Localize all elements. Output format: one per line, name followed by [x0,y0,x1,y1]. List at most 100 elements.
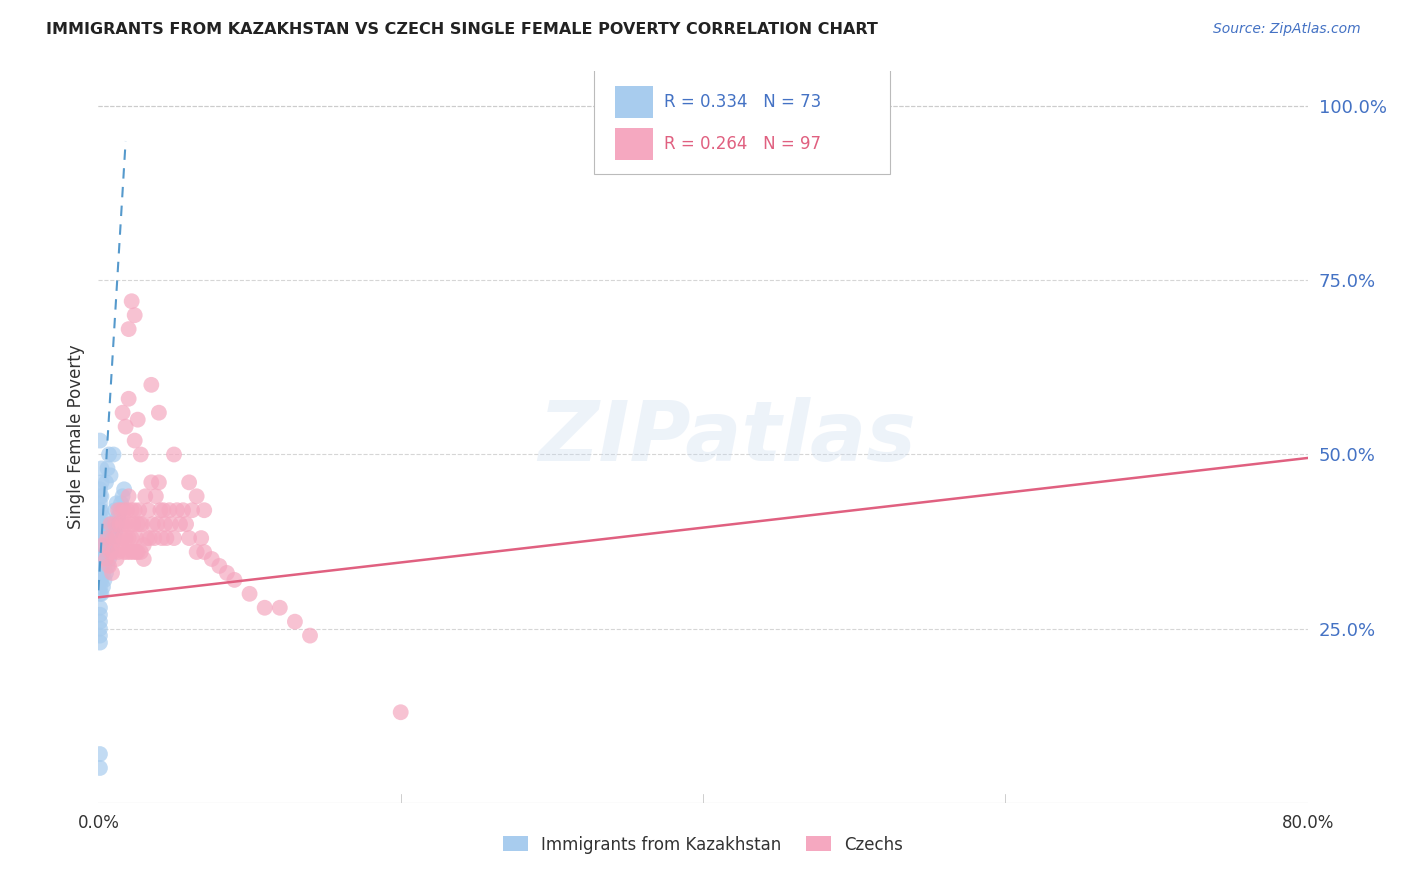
Point [148,475,170,490]
Point [91,566,114,580]
Point [101,524,124,538]
Point [186,545,208,559]
Point [93,558,115,573]
Point [149,503,172,517]
Point [89,566,111,580]
Point [224,573,246,587]
Point [215,566,238,580]
Point [148,406,170,420]
Point [139,531,162,545]
Point [94,552,117,566]
Point [89,496,111,510]
Point [105,531,128,545]
Point [98,538,121,552]
Point [118,531,141,545]
FancyBboxPatch shape [595,68,890,174]
Point [89,622,111,636]
Point [153,517,176,532]
Point [101,538,124,552]
Point [121,294,143,309]
Point [90,587,112,601]
Y-axis label: Single Female Poverty: Single Female Poverty [66,345,84,529]
Point [142,517,165,532]
Point [100,517,122,532]
Point [104,503,127,517]
Point [105,517,128,532]
Point [94,566,117,580]
Point [89,747,111,761]
Point [90,531,112,545]
Point [181,503,204,517]
Point [114,419,136,434]
Point [89,545,111,559]
Point [112,545,135,559]
Point [89,573,111,587]
Point [100,545,122,559]
Point [124,503,146,517]
Point [146,517,169,532]
Text: R = 0.264   N = 97: R = 0.264 N = 97 [664,135,821,153]
Point [89,552,111,566]
Point [111,489,134,503]
Point [124,308,146,322]
Point [90,545,112,559]
Point [179,531,201,545]
Point [129,448,152,462]
Point [89,629,111,643]
Point [100,545,122,559]
Point [100,531,122,545]
Point [160,517,183,532]
Point [115,545,138,559]
Point [104,517,127,532]
Point [89,587,111,601]
Point [208,558,231,573]
Point [93,531,115,545]
Point [94,538,117,552]
Text: R = 0.334   N = 73: R = 0.334 N = 73 [664,93,821,112]
Point [91,580,114,594]
Point [90,573,112,587]
Point [111,531,134,545]
Point [90,503,112,517]
Point [110,496,132,510]
Point [91,552,114,566]
Point [127,545,149,559]
Point [105,496,128,510]
Point [111,406,134,420]
Point [112,503,135,517]
Text: ZIPatlas: ZIPatlas [538,397,917,477]
FancyBboxPatch shape [614,86,654,118]
Point [89,607,111,622]
Point [98,552,121,566]
Point [125,531,148,545]
Point [103,531,125,545]
Point [89,558,111,573]
Point [163,531,186,545]
Point [90,475,112,490]
Point [108,517,131,532]
Point [96,531,118,545]
Point [90,461,112,475]
Point [89,635,111,649]
Point [91,524,114,538]
Point [166,503,188,517]
Point [101,566,124,580]
Point [108,503,131,517]
Point [141,475,163,490]
Point [128,503,150,517]
Point [172,503,194,517]
Point [201,552,224,566]
Point [127,517,149,532]
Point [94,475,117,490]
Point [179,475,201,490]
Point [89,615,111,629]
Point [186,489,208,503]
Point [299,629,322,643]
Point [135,531,157,545]
FancyBboxPatch shape [614,128,654,160]
Point [91,538,114,552]
Point [89,538,111,552]
Point [155,531,177,545]
Point [152,503,174,517]
Point [89,524,111,538]
